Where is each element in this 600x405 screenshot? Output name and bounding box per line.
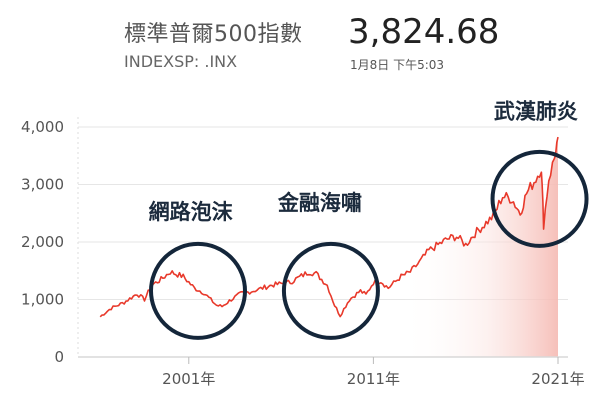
annotation-layer: 網路泡沫 金融海嘯 武漢肺炎	[149, 99, 589, 340]
x-tick-label: 2011年	[347, 370, 400, 388]
annotation-label: 金融海嘯	[277, 191, 362, 215]
ticker-symbol: INDEXSP: .INX	[124, 52, 238, 71]
annotation-circle	[281, 241, 380, 340]
index-name: 標準普爾500指數	[124, 22, 303, 47]
x-tick-label: 2021年	[531, 370, 584, 388]
x-tick-label: 2001年	[162, 370, 215, 388]
area-layer	[401, 137, 558, 357]
axis-layer: 0 1,000 2,000 3,000 4,000 2001年 2011年 2021年	[21, 117, 585, 388]
series-area-fill	[401, 137, 558, 357]
y-tick-label: 4,000	[21, 118, 64, 136]
current-price: 3,824.68	[348, 12, 500, 52]
annotation-label: 網路泡沫	[149, 200, 234, 224]
y-tick-label: 1,000	[21, 291, 64, 309]
y-tick-label: 0	[54, 348, 64, 366]
y-tick-label: 3,000	[21, 176, 64, 194]
series-line	[99, 136, 559, 318]
price-timestamp: 1月8日 下午5:03	[350, 58, 445, 72]
header: 標準普爾500指數 INDEXSP: .INX 3,824.68 1月8日 下午…	[0, 0, 600, 90]
y-tick-label: 2,000	[21, 233, 64, 251]
annotation-circle	[149, 241, 247, 340]
series-layer	[99, 136, 559, 318]
annotation-label: 武漢肺炎	[494, 99, 578, 123]
annotation-circle	[490, 149, 589, 248]
